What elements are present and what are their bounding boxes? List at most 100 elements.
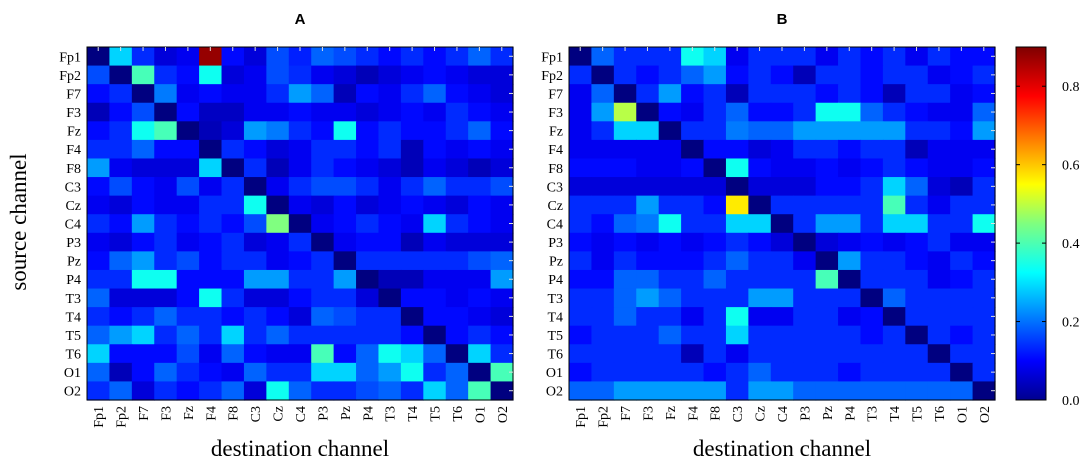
heatmap-cell-a-C3-F7: [131, 177, 155, 197]
heatmap-cell-a-T5-Fz: [176, 325, 200, 345]
heatmap-cell-b-Fz-F7: [613, 121, 637, 141]
heatmap-cell-a-T3-Fp2: [109, 288, 133, 308]
y-tick-label-a-P3: P3: [66, 236, 81, 251]
heatmap-cell-a-F3-F8: [221, 102, 245, 122]
heatmap-cell-b-T5-P4: [838, 325, 862, 345]
heatmap-cell-a-F8-C3: [243, 158, 267, 178]
heatmap-cell-b-T5-Fz: [658, 325, 682, 345]
heatmap-cell-a-F3-T5: [423, 102, 447, 122]
heatmap-cell-a-C4-Fp2: [109, 214, 133, 234]
x-tick-label-a-Cz: Cz: [272, 406, 287, 422]
heatmap-cell-b-C3-Fz: [658, 177, 682, 197]
heatmap-cell-b-O2-Fz: [658, 381, 682, 401]
heatmap-cell-a-Fz-O2: [490, 121, 514, 141]
heatmap-cell-b-T3-Fp1: [569, 288, 593, 308]
y-tick-label-b-O1: O1: [546, 366, 563, 381]
heatmap-cell-b-P4-O1: [950, 269, 974, 290]
heatmap-cell-b-T6-Fz: [658, 344, 682, 364]
heatmap-cell-b-F8-F8: [703, 158, 727, 178]
heatmap-cell-a-Cz-Pz: [333, 195, 357, 215]
heatmap-cell-a-Cz-F3: [154, 195, 178, 215]
heatmap-cell-b-O1-T5: [905, 362, 929, 383]
heatmap-cell-b-Pz-F7: [613, 251, 637, 271]
heatmap-cell-b-Fz-P3: [793, 121, 817, 141]
heatmap-cell-a-T3-T5: [423, 288, 447, 308]
heatmap-cell-a-O1-C3: [243, 362, 267, 383]
heatmap-cell-b-O1-F7: [613, 362, 637, 383]
heatmap-cell-a-O1-P4: [356, 362, 380, 383]
heatmap-cell-b-F3-Pz: [815, 102, 839, 122]
colorbar-tick-label: 0.2: [1062, 316, 1080, 331]
heatmap-cell-b-T3-T3: [860, 288, 884, 308]
heatmap-cell-b-T4-Cz: [748, 307, 772, 327]
heatmap-cell-a-P4-P3: [311, 269, 335, 290]
heatmap-cell-a-F7-Fp2: [109, 84, 133, 104]
heatmap-cell-a-F8-F8: [221, 158, 245, 178]
heatmap-cell-b-C3-C4: [770, 177, 794, 197]
heatmap-cell-b-T6-Cz: [748, 344, 772, 364]
heatmap-cell-b-O2-O1: [950, 381, 974, 401]
x-tick-label-b-T4: T4: [888, 406, 903, 422]
heatmap-cell-a-F3-C4: [288, 102, 312, 122]
heatmap-cell-a-C4-T3: [378, 214, 402, 234]
heatmap-cell-a-Fp2-Cz: [266, 65, 290, 85]
heatmap-cell-a-C4-C3: [243, 214, 267, 234]
heatmap-cell-a-Pz-T4: [400, 251, 424, 271]
heatmap-cell-b-O1-F3: [636, 362, 660, 383]
heatmap-cell-a-P3-F4: [199, 232, 223, 252]
heatmap-cell-b-T3-F8: [703, 288, 727, 308]
heatmap-cell-b-F7-P3: [793, 84, 817, 104]
heatmap-cell-b-Pz-F8: [703, 251, 727, 271]
heatmap-cell-b-F7-Cz: [748, 84, 772, 104]
x-tick-label-b-P3: P3: [798, 406, 813, 421]
heatmap-cell-b-P3-O1: [950, 232, 974, 252]
heatmap-cell-a-Fp2-F4: [199, 65, 223, 85]
heatmap-cell-b-F4-F7: [613, 139, 637, 160]
heatmap-cell-b-F8-F7: [613, 158, 637, 178]
heatmap-cell-b-Fp1-T5: [905, 47, 929, 67]
heatmap-cell-a-T3-Cz: [266, 288, 290, 308]
heatmap-cell-a-T4-Fz: [176, 307, 200, 327]
heatmap-cell-a-Fp1-Pz: [333, 47, 357, 67]
heatmap-cell-b-F3-Fp2: [591, 102, 615, 122]
heatmap-cell-b-T4-O2: [972, 307, 996, 327]
heatmap-cell-a-P3-Fz: [176, 232, 200, 252]
heatmap-cell-a-T5-Fp2: [109, 325, 133, 345]
heatmap-cell-b-C4-Pz: [815, 214, 839, 234]
heatmap-cell-b-T5-P3: [793, 325, 817, 345]
heatmap-cell-b-Fz-F4: [681, 121, 705, 141]
heatmap-cell-b-Fz-T6: [927, 121, 951, 141]
heatmap-cell-a-F3-T4: [400, 102, 424, 122]
heatmap-cell-a-Fz-T3: [378, 121, 402, 141]
heatmap-cell-b-F3-T6: [927, 102, 951, 122]
heatmap-cell-a-Cz-Fz: [176, 195, 200, 215]
heatmap-cell-b-T6-P4: [838, 344, 862, 364]
heatmap-cell-a-C4-F7: [131, 214, 155, 234]
heatmap-cell-a-F3-Fz: [176, 102, 200, 122]
heatmap-cell-b-Fz-P4: [838, 121, 862, 141]
heatmap-cell-b-Cz-T5: [905, 195, 929, 215]
heatmap-cell-b-Cz-O2: [972, 195, 996, 215]
heatmap-cell-a-Fz-Fp1: [87, 121, 111, 141]
heatmap-cell-b-Cz-C3: [725, 195, 749, 215]
heatmap-cell-a-Pz-Fp2: [109, 251, 133, 271]
heatmap-cell-a-T6-Fz: [176, 344, 200, 364]
y-tick-label-b-T3: T3: [547, 292, 563, 307]
heatmap-cell-a-T6-F8: [221, 344, 245, 364]
heatmap-cell-a-F8-O2: [490, 158, 514, 178]
heatmap-cell-a-C3-T6: [445, 177, 469, 197]
heatmap-cell-a-Fz-T5: [423, 121, 447, 141]
heatmap-cell-a-P4-T4: [400, 269, 424, 290]
heatmap-cell-b-P4-Cz: [748, 269, 772, 290]
heatmap-cell-a-Fp1-C3: [243, 47, 267, 67]
heatmap-cell-a-O1-P3: [311, 362, 335, 383]
x-tick-label-b-Fz: Fz: [664, 406, 679, 420]
heatmap-cell-a-C3-T5: [423, 177, 447, 197]
heatmap-cell-b-F3-F4: [681, 102, 705, 122]
heatmap-cell-b-Fz-Fp2: [591, 121, 615, 141]
heatmap-cell-b-Fz-T5: [905, 121, 929, 141]
heatmap-cell-b-P3-O2: [972, 232, 996, 252]
heatmap-cell-a-F3-P4: [356, 102, 380, 122]
heatmap-cell-a-O2-F7: [131, 381, 155, 401]
heatmap-cell-a-T3-F4: [199, 288, 223, 308]
